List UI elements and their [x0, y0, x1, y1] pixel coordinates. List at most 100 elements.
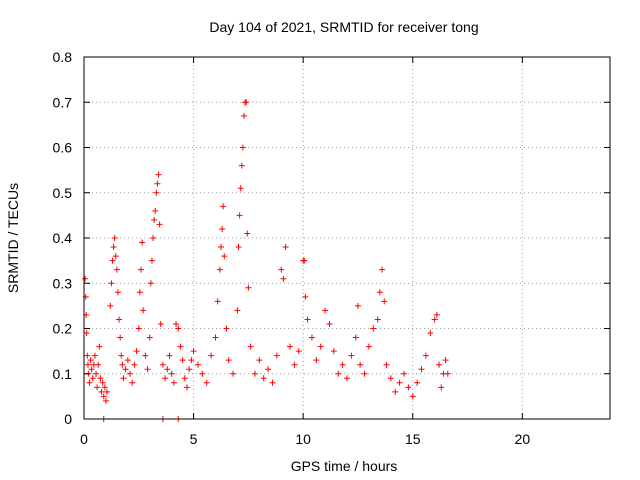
data-point [153, 189, 160, 196]
data-point [118, 352, 125, 359]
data-point [159, 361, 166, 368]
y-tick-label: 0.5 [53, 185, 73, 201]
data-point [129, 379, 136, 386]
data-point [111, 235, 118, 241]
data-point [127, 370, 134, 377]
data-point [223, 325, 230, 332]
data-point [418, 366, 425, 373]
data-point [194, 361, 201, 368]
data-point [181, 375, 188, 382]
data-point [112, 253, 119, 260]
data-point [239, 144, 246, 151]
data-point [144, 366, 151, 373]
x-tick-label: 15 [405, 431, 421, 447]
data-point [96, 343, 103, 350]
data-point [168, 370, 175, 377]
y-tick-label: 0.6 [53, 140, 73, 156]
y-tick-label: 0.4 [53, 230, 73, 246]
data-point [170, 379, 177, 386]
data-point [199, 370, 206, 377]
data-point [361, 370, 368, 377]
data-point [110, 244, 117, 251]
data-point [238, 162, 245, 169]
y-tick-label: 0.7 [53, 94, 73, 110]
data-point [116, 316, 123, 323]
data-point [370, 325, 377, 332]
y-tick-label: 0.2 [53, 321, 73, 337]
data-point [190, 348, 197, 355]
data-point [86, 379, 93, 386]
data-point [396, 379, 403, 386]
axis-ticks: 0 0.1 0.2 0.3 0.4 0.5 0.6 0.7 0.8 0 5 10 15 20 [53, 49, 610, 447]
data-point [175, 325, 182, 332]
y-axis-label: SRMTID / TECUs [5, 183, 21, 293]
data-point [109, 257, 116, 264]
data-point [244, 230, 251, 237]
data-point [302, 293, 309, 300]
data-point [235, 244, 242, 251]
data-point [166, 352, 173, 359]
data-point [102, 397, 109, 404]
data-point [365, 343, 372, 350]
data-point [438, 384, 445, 391]
data-point [113, 266, 120, 273]
data-point [184, 384, 191, 391]
y-tick-label: 0.3 [53, 275, 73, 291]
data-point [383, 361, 390, 368]
data-point [273, 352, 280, 359]
data-point [101, 384, 108, 391]
data-point [208, 352, 215, 359]
data-point [104, 388, 111, 395]
data-point [278, 266, 285, 273]
data-point [295, 348, 302, 355]
data-point [220, 203, 227, 210]
data-point [107, 302, 114, 309]
data-point [237, 185, 244, 192]
data-point [326, 320, 333, 327]
y-tick-label: 0.8 [53, 49, 73, 65]
data-point [322, 307, 329, 314]
data-point [376, 289, 383, 296]
data-point [84, 361, 91, 368]
data-point [352, 334, 359, 341]
data-points [82, 99, 451, 422]
data-point [173, 320, 180, 327]
data-point [219, 225, 226, 232]
data-point [89, 375, 96, 382]
data-point [100, 393, 107, 400]
data-point [98, 388, 105, 395]
data-point [156, 221, 163, 228]
data-point [234, 307, 241, 314]
data-point [212, 334, 219, 341]
data-point [265, 366, 272, 373]
data-point [117, 334, 124, 341]
data-point [308, 334, 315, 341]
data-point [91, 352, 98, 359]
data-point [137, 266, 144, 273]
data-point [422, 352, 429, 359]
data-point [256, 357, 263, 364]
data-point [152, 207, 159, 214]
data-point [119, 361, 126, 368]
x-tick-label: 0 [80, 431, 88, 447]
data-point [82, 275, 89, 282]
data-point [140, 307, 147, 314]
data-point [83, 330, 90, 337]
data-point [188, 357, 195, 364]
data-point [381, 298, 388, 305]
data-point [142, 352, 149, 359]
data-point [94, 384, 101, 391]
data-point [269, 379, 276, 386]
data-point [216, 266, 223, 273]
data-point [374, 316, 381, 323]
data-point [444, 370, 451, 377]
data-point [164, 366, 171, 373]
data-point [344, 375, 350, 382]
data-point [348, 352, 355, 359]
y-tick-label: 0 [64, 411, 72, 427]
data-point [354, 302, 361, 309]
data-point [260, 375, 267, 382]
data-point [114, 289, 121, 296]
data-point [335, 370, 342, 377]
